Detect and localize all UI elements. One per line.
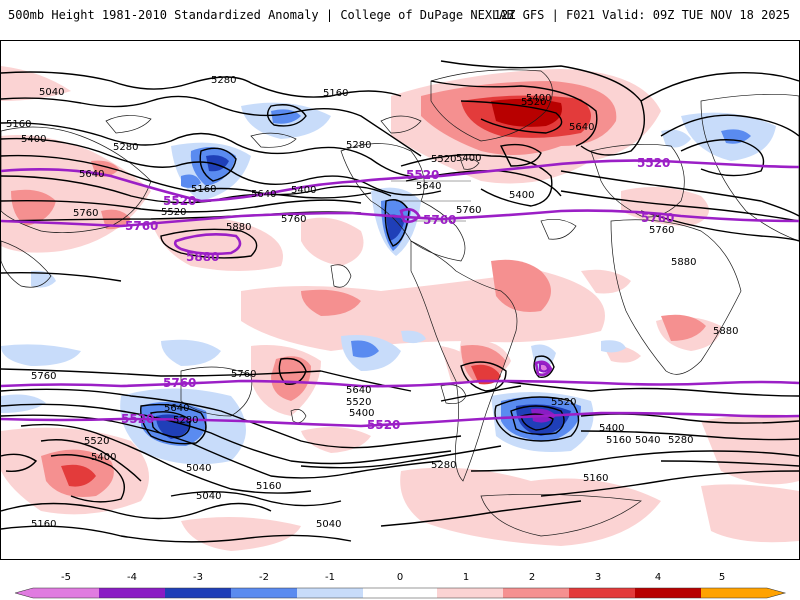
- colorbar-tick: -3: [193, 572, 203, 583]
- contour-label: 5760: [231, 369, 256, 380]
- contour-label: 5760: [163, 376, 196, 390]
- contour-label: 5280: [173, 415, 198, 426]
- contour-label: 5160: [256, 481, 281, 492]
- contour-label: 5520: [406, 168, 439, 182]
- colorbar-swatch: [231, 588, 297, 598]
- contour-label: 5520: [346, 397, 371, 408]
- colorbar-arrow-right: [767, 588, 785, 598]
- contour-label: 5760: [649, 225, 674, 236]
- contour-label: 5400: [526, 93, 551, 104]
- contour-label: 5400: [456, 153, 481, 164]
- colorbar-outline: [14, 587, 787, 599]
- contour-label: 5160: [323, 88, 348, 99]
- contour-label: 5160: [31, 519, 56, 530]
- colorbar-swatch: [569, 588, 635, 598]
- colorbar-swatch: [437, 588, 503, 598]
- contour-label: 5040: [316, 519, 341, 530]
- colorbar-swatch: [701, 588, 767, 598]
- contour-label: 5160: [191, 184, 216, 195]
- contour-label: 5760: [456, 205, 481, 216]
- colorbar-tick: 2: [529, 572, 535, 583]
- contour-label: 5760: [73, 208, 98, 219]
- contour-label: 5160: [583, 473, 608, 484]
- colorbar-arrow-left: [15, 588, 33, 598]
- contour-label: 5640: [569, 122, 594, 133]
- contour-labels: 5040 5280 5160 5160 5400 5280 5640 5280 …: [6, 75, 738, 530]
- contour-label: 5520: [367, 418, 400, 432]
- contour-label: 5520: [551, 397, 576, 408]
- contour-label: 5280: [668, 435, 693, 446]
- height-contours: [1, 60, 799, 543]
- contour-label: 5640: [251, 189, 276, 200]
- contour-label: 5520: [163, 194, 196, 208]
- contour-label: 5400: [509, 190, 534, 201]
- map-header: 500mb Height 1981-2010 Standardized Anom…: [0, 0, 800, 40]
- contour-label: 5760: [423, 213, 456, 227]
- colorbar-swatch: [503, 588, 569, 598]
- colorbar-tick: -1: [325, 572, 335, 583]
- contour-label: 5640: [346, 385, 371, 396]
- contour-label: 5880: [226, 222, 251, 233]
- contour-label: 5760: [31, 371, 56, 382]
- contour-label: 5760: [125, 219, 158, 233]
- contour-label: 5760: [641, 211, 674, 225]
- contour-label: 5280: [211, 75, 236, 86]
- model-run-info: 12Z GFS | F021 Valid: 09Z TUE NOV 18 202…: [493, 8, 790, 22]
- colorbar-swatch: [297, 588, 363, 598]
- contour-label: 5520: [637, 156, 670, 170]
- contour-label: 5760: [281, 214, 306, 225]
- contour-label: 5880: [671, 257, 696, 268]
- anomaly-map: 5040 5280 5160 5160 5400 5280 5640 5280 …: [1, 60, 799, 551]
- colorbar-tick: -4: [127, 572, 137, 583]
- colorbar-legend: -5 -4 -3 -2 -1 0 1 2 3 4 5: [14, 572, 787, 599]
- colorbar-tick: 3: [595, 572, 601, 583]
- contour-label: 5400: [91, 452, 116, 463]
- contour-label: 5400: [349, 408, 374, 419]
- contour-label: 5640: [79, 169, 104, 180]
- contour-label: 5280: [113, 142, 138, 153]
- contour-label: 5040: [196, 491, 221, 502]
- contour-label: 5520: [161, 207, 186, 218]
- colorbar-swatch: [165, 588, 231, 598]
- contour-label: 5400: [291, 185, 316, 196]
- contour-label: 5880: [713, 326, 738, 337]
- contour-label: 5640: [164, 403, 189, 414]
- contour-label: 5040: [186, 463, 211, 474]
- colorbar-tick: 5: [719, 572, 725, 583]
- contour-label: 5880: [186, 250, 219, 264]
- colorbar-swatch: [363, 588, 437, 598]
- colorbar-swatch: [635, 588, 701, 598]
- contour-label: 5160: [606, 435, 631, 446]
- contour-label: 5640: [416, 181, 441, 192]
- contour-label: 5520: [121, 412, 154, 426]
- contour-label: 5520: [84, 436, 109, 447]
- contour-label: 5520: [521, 97, 546, 108]
- contour-label: 5280: [431, 460, 456, 471]
- contour-label: 5400: [21, 134, 46, 145]
- colorbar-tick: 0: [397, 572, 403, 583]
- highlighted-contours: [1, 159, 799, 428]
- contour-label: 5280: [346, 140, 371, 151]
- colorbar-tick: -2: [259, 572, 269, 583]
- contour-label: 5160: [6, 119, 31, 130]
- colorbar-tick: -5: [61, 572, 71, 583]
- contour-label: 5520: [431, 154, 456, 165]
- contour-label: 5040: [39, 87, 64, 98]
- colorbar-swatch: [99, 588, 165, 598]
- colorbar-swatch: [33, 588, 99, 598]
- colorbar-tick: 4: [655, 572, 661, 583]
- contour-label: 5400: [599, 423, 624, 434]
- colorbar-tick: 1: [463, 572, 469, 583]
- map-title: 500mb Height 1981-2010 Standardized Anom…: [8, 8, 514, 22]
- map-panel: 5040 5280 5160 5160 5400 5280 5640 5280 …: [0, 40, 800, 560]
- contour-label: 5040: [635, 435, 660, 446]
